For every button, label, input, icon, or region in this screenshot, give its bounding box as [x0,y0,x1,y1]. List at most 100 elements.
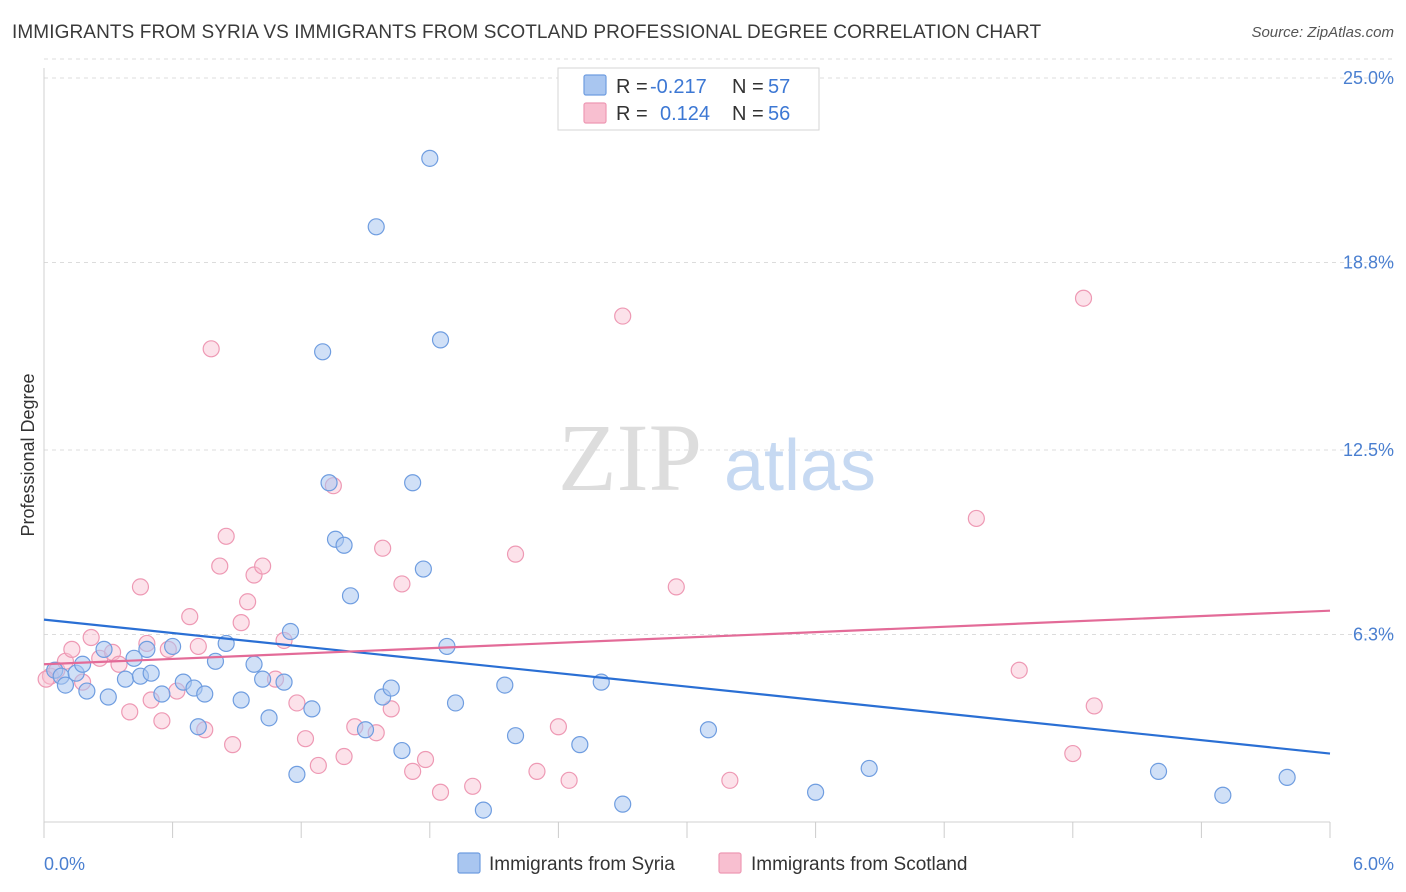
syria-point [206,652,225,670]
syria-point [125,649,143,667]
scotland-point [721,771,739,789]
syria-point [506,727,525,745]
top-legend: R = -0.217 N = 57 R = 0.124 N = 56 [557,67,820,131]
scotland-point [560,771,578,789]
legend-n-value-syria: 57 [768,76,790,98]
legend-r-value-syria: -0.217 [650,76,707,98]
syria-point [1278,768,1296,786]
series-syria-points [46,149,1296,819]
bottom-legend-swatch-scotland [718,852,742,874]
syria-point [806,783,825,801]
trend-line-scotland [43,609,1331,666]
scotland-point [464,777,482,795]
legend-r-label-scotland: R = [616,103,648,125]
syria-point [303,700,321,718]
syria-point [288,765,306,783]
scotland-point [153,712,171,730]
chart-title: IMMIGRANTS FROM SYRIA VS IMMIGRANTS FROM… [12,22,1042,43]
x-tick-label-min: 0.0% [44,854,85,874]
scotland-point [506,545,525,563]
scotland-point [181,608,199,626]
syria-point [571,736,589,754]
syria-point [474,801,492,819]
syria-point [153,685,171,703]
syria-point [431,331,450,349]
bottom-legend-swatch-syria [457,852,481,874]
scotland-point [335,747,353,766]
source-label: Source: ZipAtlas.com [1251,24,1394,41]
scotland-point [254,557,272,575]
x-tick-marks [43,822,1331,838]
y-tick-labels: 6.3% 12.5% 18.8% 25.0% [1343,68,1394,645]
syria-point [254,670,272,688]
y-tick-label: 12.5% [1343,440,1394,460]
scotland-point [431,783,450,801]
syria-point [245,655,263,673]
scotland-point [224,736,242,754]
scotland-point [82,628,100,647]
legend-n-value-scotland: 56 [768,103,790,125]
trend-lines [43,609,1331,755]
syria-point [404,474,422,492]
y-tick-label: 6.3% [1353,625,1394,645]
syria-point [95,640,113,658]
bottom-legend: Immigrants from Syria Immigrants from Sc… [457,852,967,875]
scotland-point [1074,289,1093,307]
syria-point [446,694,465,712]
scotland-point [374,539,392,557]
legend-r-label-syria: R = [616,76,648,98]
syria-point [335,536,353,554]
scotland-point [296,730,315,748]
scotland-point [393,575,411,593]
syria-point [73,655,92,673]
scotland-point [1010,661,1028,679]
syria-point [860,759,878,778]
syria-point [1214,786,1232,804]
scotland-point [110,655,128,673]
scotland-point [667,578,685,596]
trend-line-syria [43,618,1331,755]
syria-point [356,721,375,739]
syria-point [341,587,360,605]
syria-point [699,721,718,739]
syria-point [232,691,250,709]
legend-swatch-scotland [583,102,607,124]
legend-n-label-syria: N = [732,76,764,98]
syria-point [138,640,156,658]
syria-point [382,679,400,697]
grid-lines [44,58,1394,636]
syria-point [393,741,411,760]
scotland-point [239,593,257,611]
scotland-point [528,762,546,781]
syria-point [56,676,75,694]
scotland-point [549,718,568,736]
scotland-point [202,340,220,358]
syria-point [281,622,300,641]
syria-point [614,795,632,813]
scotland-point [245,566,263,584]
y-tick-label: 25.0% [1343,68,1394,88]
scotland-point [121,703,139,721]
watermark-zip: ZIP [558,404,702,511]
scotland-point [416,750,435,769]
scotland-point [309,756,327,775]
syria-point [189,718,207,736]
syria-point [496,676,514,694]
scotland-point [288,694,306,712]
y-axis-label: Professional Degree [18,373,38,536]
scotland-point [382,700,400,718]
syria-point [421,149,439,167]
bottom-legend-label-syria: Immigrants from Syria [489,854,675,875]
syria-point [260,709,278,727]
syria-point [142,664,160,682]
scotland-point [189,637,207,656]
syria-point [78,682,96,700]
legend-r-value-scotland: 0.124 [660,103,710,125]
bottom-legend-label-scotland: Immigrants from Scotland [751,854,967,875]
scotland-point [131,578,150,596]
syria-point [99,688,117,706]
scotland-point [1085,697,1103,715]
scotland-point [1064,744,1082,763]
syria-point [164,637,182,656]
